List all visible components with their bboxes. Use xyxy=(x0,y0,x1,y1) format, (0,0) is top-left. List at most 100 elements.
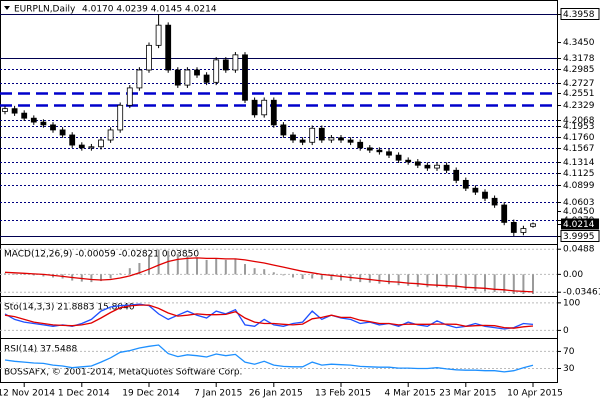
histogram-bar xyxy=(292,274,294,278)
level-label: 4.0450 xyxy=(563,207,595,217)
histogram-bar xyxy=(388,274,390,285)
y-tick-label: 0.00 xyxy=(563,270,583,280)
candle-body xyxy=(11,108,18,114)
candle-body xyxy=(405,159,412,163)
candle-body xyxy=(78,144,85,149)
indicator-line xyxy=(4,304,534,329)
candle-body xyxy=(203,74,210,83)
histogram-bar xyxy=(234,258,237,275)
histogram-bar xyxy=(532,274,534,294)
level-box xyxy=(560,8,600,20)
candle-body xyxy=(107,129,114,141)
candle-body xyxy=(280,124,287,136)
level-label: 4.1567 xyxy=(563,144,595,154)
x-tick-label: 19 Dec 2014 xyxy=(122,389,180,399)
candle-body xyxy=(424,164,431,169)
histogram-bar xyxy=(426,274,429,288)
histogram-bar xyxy=(272,272,275,275)
y-tick-label: 4.3450 xyxy=(563,38,595,48)
plot-frame xyxy=(0,0,558,383)
histogram-bar xyxy=(464,274,467,290)
histogram-bar xyxy=(512,274,515,294)
candle-body xyxy=(376,149,383,153)
histogram-bar xyxy=(445,274,448,288)
candle-body xyxy=(30,117,37,123)
candle-body xyxy=(309,127,316,143)
candle-body xyxy=(251,99,258,116)
copyright: BOSSAFX, © 2001-2014, MetaQuotes Softwar… xyxy=(4,368,242,378)
candle-body xyxy=(21,112,28,119)
candle-body xyxy=(290,134,296,141)
candle-body xyxy=(136,69,143,89)
y-tick-label: 70 xyxy=(563,347,575,357)
candle-body xyxy=(50,124,56,131)
histogram-bar xyxy=(330,274,333,281)
histogram-bar xyxy=(503,274,506,293)
histogram-bar xyxy=(368,274,371,283)
histogram-bar xyxy=(90,274,93,283)
candle-body xyxy=(126,87,133,106)
candle-body xyxy=(328,137,335,141)
histogram-bar xyxy=(138,263,141,275)
level-box xyxy=(561,218,599,230)
histogram-bar xyxy=(167,250,170,275)
histogram-bar xyxy=(493,274,496,292)
histogram-bar xyxy=(320,274,323,280)
histogram-bar xyxy=(224,259,227,275)
histogram-bar xyxy=(484,274,486,292)
histogram-bar xyxy=(128,268,131,275)
indicator-line xyxy=(4,344,534,373)
level-box xyxy=(560,230,600,242)
histogram-bar xyxy=(23,274,26,275)
candle-body xyxy=(117,104,124,131)
x-tick-label: 12 Nov 2014 xyxy=(0,389,55,399)
histogram-bar xyxy=(148,256,150,275)
histogram-bar xyxy=(119,273,122,275)
ohlc-info: 4.0170 4.0239 4.0145 4.0214 xyxy=(82,5,217,15)
histogram-bar xyxy=(196,257,198,275)
panel-title: MACD(12,26,9) -0.00059 -0.02821 0.03850 xyxy=(4,250,199,260)
candle-body xyxy=(434,164,440,169)
candle-body xyxy=(69,134,76,146)
histogram-bar xyxy=(32,274,35,276)
level-label: 4.3178 xyxy=(563,54,595,64)
level-label: 4.1760 xyxy=(563,133,595,143)
candle-body xyxy=(530,223,536,227)
candle-body xyxy=(395,154,402,161)
candle-body xyxy=(414,161,421,166)
level-label: 4.2329 xyxy=(563,101,595,111)
histogram-bar xyxy=(186,255,189,275)
histogram-bar xyxy=(282,274,285,276)
histogram-bar xyxy=(215,258,218,275)
candle-body xyxy=(510,221,517,233)
histogram-bar xyxy=(4,273,6,275)
histogram-bar xyxy=(253,268,256,275)
candle-body xyxy=(194,69,200,76)
level-label: 4.2551 xyxy=(563,89,595,99)
level-label: 4.0899 xyxy=(563,181,595,191)
histogram-bar xyxy=(157,249,160,275)
candle-body xyxy=(501,204,508,223)
candle-body xyxy=(357,141,364,149)
y-tick-label: 30 xyxy=(563,364,575,374)
candle-body xyxy=(242,54,248,101)
histogram-bar xyxy=(42,274,45,277)
candle-body xyxy=(462,179,469,189)
histogram-bar xyxy=(397,274,400,286)
candle-body xyxy=(453,169,460,181)
candle-body xyxy=(184,69,191,86)
candle-body xyxy=(443,164,450,171)
x-tick-label: 1 Dec 2014 xyxy=(58,389,110,399)
candle-body xyxy=(2,108,8,112)
candle-body xyxy=(146,44,152,71)
histogram-bar xyxy=(340,274,342,281)
candle-body xyxy=(59,129,66,136)
candle-body xyxy=(491,197,498,206)
candle-body xyxy=(270,99,277,126)
histogram-bar xyxy=(522,274,525,294)
candle-body xyxy=(472,187,479,193)
candle-body xyxy=(366,147,373,151)
candle-body xyxy=(98,139,104,148)
histogram-bar xyxy=(416,274,419,287)
